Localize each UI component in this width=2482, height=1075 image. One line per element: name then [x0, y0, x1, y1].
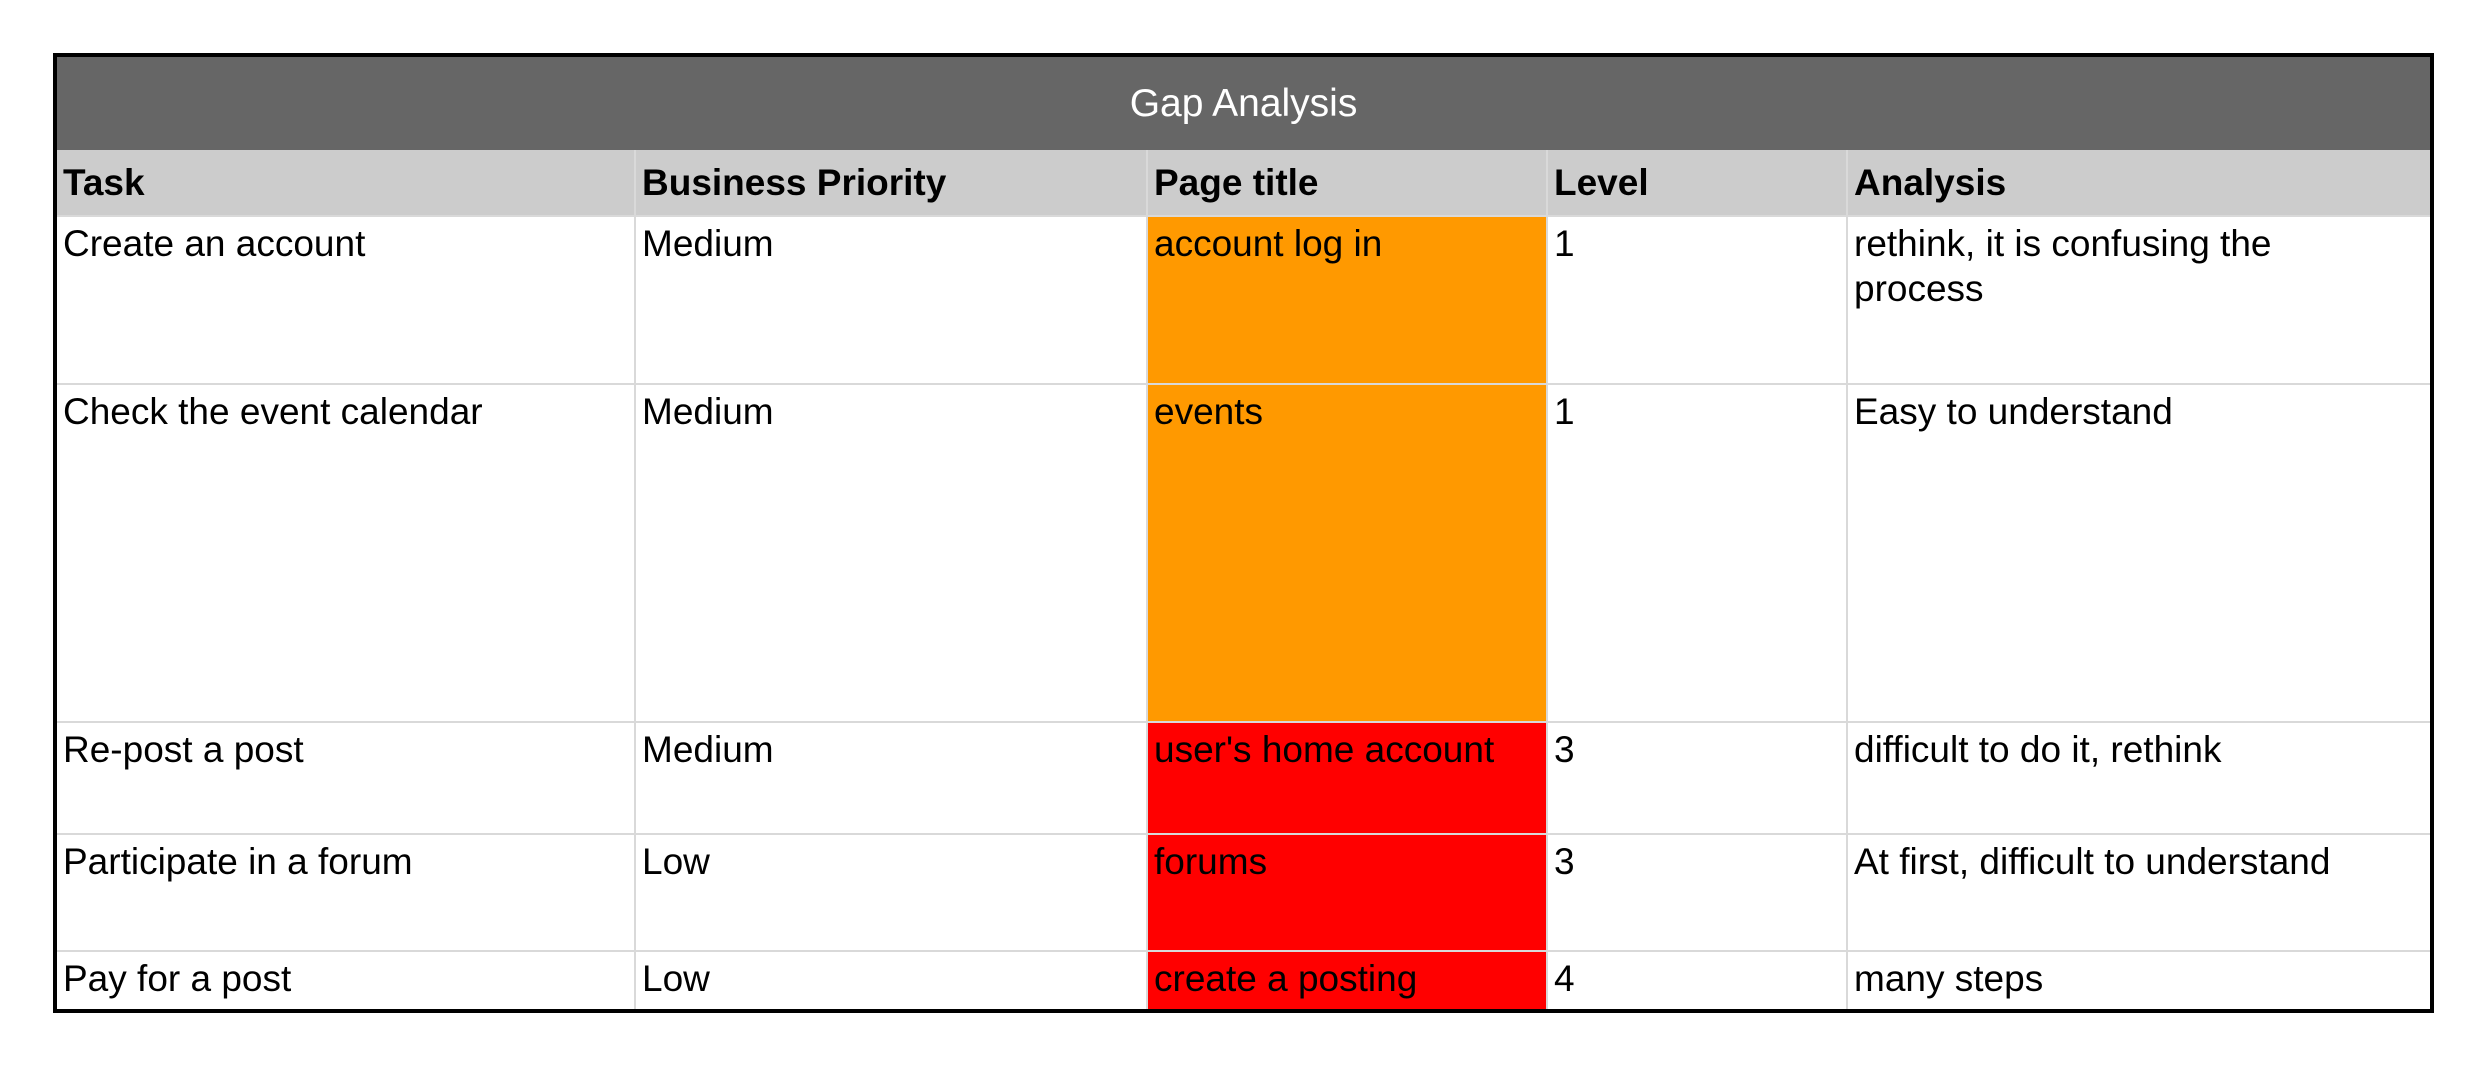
- cell-page-title[interactable]: user's home account: [1146, 721, 1548, 835]
- cell-business-priority[interactable]: Low: [634, 833, 1148, 952]
- table-row: Create an account Medium account log in …: [54, 215, 2434, 385]
- gap-analysis-sheet: Gap Analysis Task Business Priority Page…: [53, 53, 2435, 1013]
- cell-task[interactable]: Re-post a post: [54, 721, 636, 835]
- col-header-page-title[interactable]: Page title: [1146, 150, 1548, 217]
- cell-analysis[interactable]: Easy to understand: [1845, 383, 2434, 723]
- cell-analysis[interactable]: many steps: [1845, 950, 2434, 1012]
- cell-task[interactable]: Create an account: [54, 215, 636, 385]
- header-row: Task Business Priority Page title Level …: [54, 150, 2434, 217]
- cell-analysis[interactable]: rethink, it is confusing the process: [1845, 215, 2434, 385]
- col-header-business-priority[interactable]: Business Priority: [634, 150, 1148, 217]
- table-row: Participate in a forum Low forums 3 At f…: [54, 833, 2434, 952]
- cell-page-title[interactable]: create a posting: [1146, 950, 1548, 1012]
- cell-page-title[interactable]: account log in: [1146, 215, 1548, 385]
- cell-task[interactable]: Participate in a forum: [54, 833, 636, 952]
- cell-page-title[interactable]: events: [1146, 383, 1548, 723]
- cell-business-priority[interactable]: Low: [634, 950, 1148, 1012]
- col-header-analysis[interactable]: Analysis: [1845, 150, 2434, 217]
- cell-analysis[interactable]: At first, difficult to understand: [1845, 833, 2434, 952]
- cell-analysis[interactable]: difficult to do it, rethink: [1845, 721, 2434, 835]
- cell-level[interactable]: 3: [1546, 833, 1848, 952]
- cell-level[interactable]: 1: [1546, 215, 1848, 385]
- cell-business-priority[interactable]: Medium: [634, 383, 1148, 723]
- title-row: Gap Analysis: [55, 55, 2433, 150]
- gap-analysis-table: Gap Analysis Task Business Priority Page…: [53, 53, 2435, 1013]
- cell-page-title[interactable]: forums: [1146, 833, 1548, 952]
- cell-business-priority[interactable]: Medium: [634, 721, 1148, 835]
- cell-level[interactable]: 3: [1546, 721, 1848, 835]
- table-row: Re-post a post Medium user's home accoun…: [54, 721, 2434, 835]
- cell-level[interactable]: 4: [1546, 950, 1848, 1012]
- cell-task[interactable]: Pay for a post: [54, 950, 636, 1012]
- col-header-level[interactable]: Level: [1546, 150, 1848, 217]
- table-row: Pay for a post Low create a posting 4 ma…: [54, 950, 2434, 1012]
- cell-level[interactable]: 1: [1546, 383, 1848, 723]
- col-header-task[interactable]: Task: [54, 150, 636, 217]
- cell-task[interactable]: Check the event calendar: [54, 383, 636, 723]
- cell-business-priority[interactable]: Medium: [634, 215, 1148, 385]
- table-row: Check the event calendar Medium events 1…: [54, 383, 2434, 723]
- table-title[interactable]: Gap Analysis: [55, 55, 2433, 150]
